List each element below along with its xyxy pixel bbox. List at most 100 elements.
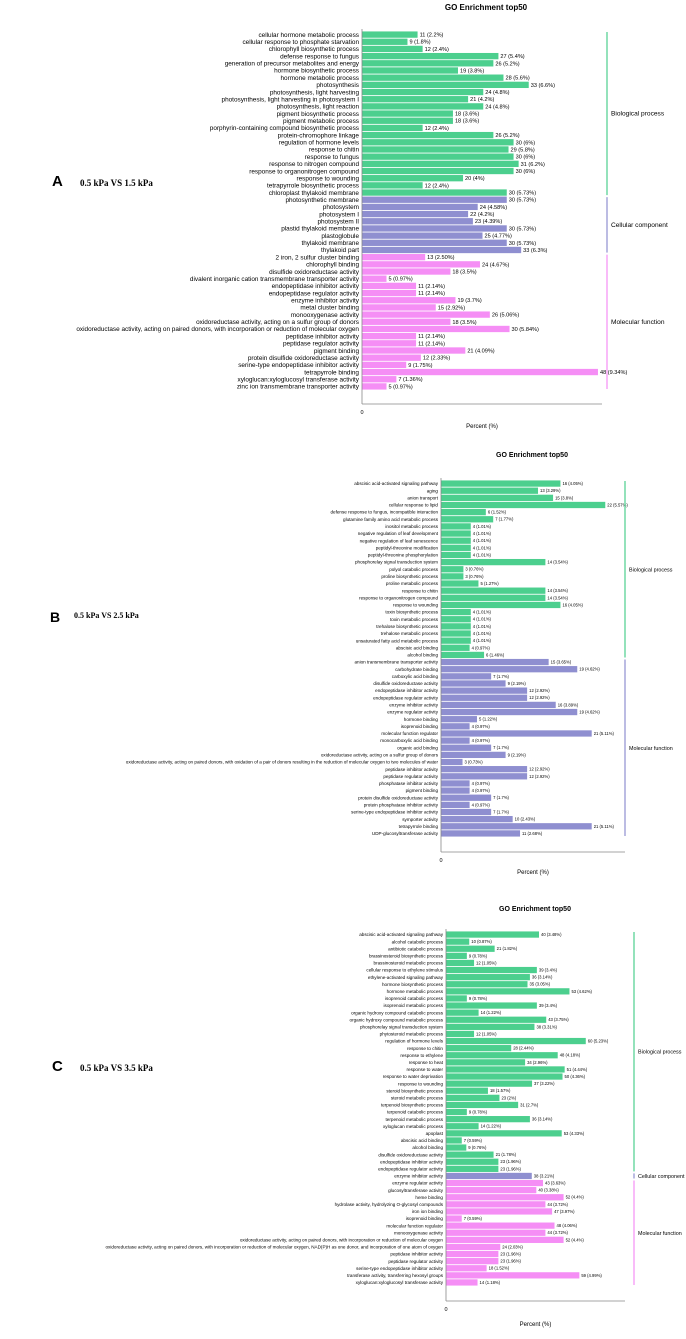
category-label: peptidase inhibitor activity: [385, 767, 438, 772]
bar: [441, 673, 492, 680]
category-label: peptidyl-threonine phosphorylation: [368, 553, 439, 558]
category-label: phytosteroid metabolic process: [380, 1032, 444, 1037]
bar: [362, 167, 514, 175]
category-label: response to fungus: [305, 154, 359, 161]
panel-A: GO Enrichment top50 A 0.5 kPa VS 1.5 kPa ce…: [52, 3, 668, 430]
data-label: 26 (5.06%): [492, 313, 519, 319]
category-label: toxin metabolic process: [390, 617, 439, 622]
bar: [362, 275, 387, 282]
bar: [441, 616, 471, 623]
bar: [446, 1194, 564, 1201]
category-label: trehalose biosynthetic process: [376, 624, 438, 629]
category-label: trehalose metabolic process: [381, 631, 439, 636]
data-label: 4 (0.97%): [472, 802, 491, 807]
category-label: response to wounding: [393, 603, 438, 608]
bar: [362, 304, 436, 311]
bar: [362, 311, 490, 318]
category-label: endopeptidase regulator activity: [373, 695, 439, 700]
data-label: 14 (1.22%): [481, 1010, 502, 1015]
data-label: 4 (1.01%): [473, 631, 492, 636]
bar: [441, 501, 606, 509]
bar: [362, 210, 469, 218]
x-axis-label: Percent (%): [520, 1322, 552, 1328]
data-label: 12 (2.92%): [529, 767, 550, 772]
data-label: 3 (0.76%): [465, 574, 484, 579]
bar: [441, 773, 528, 780]
data-label: 4 (1.01%): [473, 624, 492, 629]
bar: [441, 666, 578, 673]
data-label: 48 (4.06%): [557, 1223, 578, 1228]
data-label: 4 (1.01%): [473, 531, 492, 536]
data-label: 23 (1.96%): [500, 1159, 521, 1164]
category-label: serine-type endopeptidase inhibitor acti…: [351, 810, 439, 815]
bar: [446, 1229, 546, 1236]
bar: [446, 1165, 499, 1172]
bar: [362, 232, 483, 239]
category-label: inositol metabolic process: [385, 524, 438, 529]
category-label: thylakoid membrane: [301, 240, 359, 247]
category-label: glutamine family amino acid metabolic pr…: [343, 517, 439, 522]
data-label: 19 (3.7%): [457, 298, 481, 304]
category-label: pigment binding: [406, 788, 439, 793]
bar: [441, 651, 485, 659]
data-label: 4 (1.01%): [473, 538, 492, 543]
category-label: response to organonitrogen compound: [359, 595, 438, 600]
category-label: brassinosteroid biosynthetic process: [369, 953, 444, 958]
data-label: 31 (2.7%): [520, 1102, 539, 1107]
group-label: Biological process: [638, 1050, 682, 1056]
bar: [362, 110, 453, 117]
bar: [441, 816, 513, 823]
data-label: 12 (2.4%): [425, 47, 449, 53]
bar: [362, 383, 387, 390]
data-label: 36 (3.14%): [532, 975, 553, 980]
bar: [441, 637, 471, 644]
category-label: endopeptidase inhibitor activity: [380, 1159, 444, 1164]
category-label: ethylene-activated signaling pathway: [368, 975, 444, 980]
data-label: 18 (1.52%): [489, 1266, 510, 1271]
category-label: terpenoid metabolic process: [386, 1117, 444, 1122]
category-label: chlorophyll biosynthetic process: [269, 46, 359, 53]
category-label: xyloglucan metabolic process: [383, 1124, 444, 1129]
category-label: photosystem II: [317, 219, 359, 226]
category-label: endopeptidase inhibitor activity: [375, 688, 439, 693]
bar: [362, 182, 423, 189]
data-label: 9 (0.78%): [469, 953, 488, 958]
category-label: abscisic acid-activated signaling pathwa…: [359, 932, 443, 937]
data-label: 18 (3.5%): [452, 320, 476, 326]
data-label: 20 (4%): [465, 176, 485, 182]
category-label: hormone metabolic process: [387, 989, 444, 994]
data-label: 4 (0.97%): [472, 724, 491, 729]
bar: [441, 630, 471, 637]
bar: [441, 701, 556, 709]
category-label: heme binding: [415, 1195, 443, 1200]
data-label: 16 (3.89%): [558, 702, 579, 707]
category-label: defense response to fungus: [280, 53, 359, 60]
data-label: 11 (2.14%): [418, 284, 445, 290]
bar: [441, 787, 470, 794]
bar: [362, 361, 407, 369]
bar: [446, 1002, 537, 1009]
bar: [362, 368, 598, 376]
bar: [446, 1108, 467, 1116]
bar: [441, 694, 528, 701]
bar: [441, 808, 492, 816]
bar: [362, 81, 529, 89]
category-label: oxidoreductase activity, acting on paire…: [76, 326, 359, 333]
bar: [446, 931, 539, 938]
bar: [446, 1087, 488, 1094]
category-label: endopeptidase inhibitor activity: [272, 283, 360, 290]
category-label: peptidase regulator activity: [388, 1259, 443, 1264]
category-label: photosystem I: [319, 211, 359, 218]
data-label: 18 (3.6%): [455, 112, 479, 118]
data-label: 12 (2.4%): [425, 126, 449, 132]
data-label: 23 (4.39%): [475, 219, 502, 225]
category-label: porphyrin-containing compound biosynthet…: [210, 125, 359, 132]
data-label: 21 (4.2%): [470, 97, 494, 103]
data-label: 53 (4.62%): [571, 989, 592, 994]
category-label: peptidase inhibitor activity: [286, 333, 360, 340]
bar: [446, 1023, 535, 1030]
bar: [446, 1059, 526, 1066]
bar: [362, 325, 510, 333]
bar: [446, 1045, 512, 1052]
category-label: oxidoreductase activity, acting on a sul…: [196, 319, 359, 326]
